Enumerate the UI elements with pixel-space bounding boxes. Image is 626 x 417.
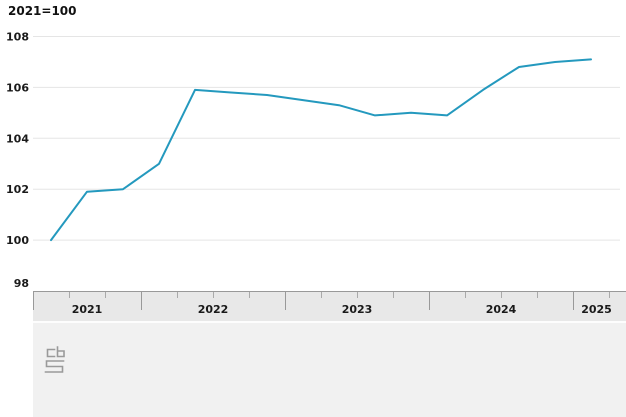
y-axis-labels: 98 100 102 104 106 108 <box>6 31 29 291</box>
x-axis-year-label: 2022 <box>198 303 229 316</box>
x-axis-band <box>33 292 626 321</box>
y-axis-tick-label: 108 <box>6 31 29 44</box>
band-separator <box>33 321 626 323</box>
cbs-logo-s <box>44 360 65 373</box>
y-axis-tick-label: 106 <box>6 81 29 94</box>
data-line <box>50 58 592 242</box>
y-axis-tick-label: 102 <box>6 183 29 196</box>
x-axis-year-label: 2024 <box>486 303 517 316</box>
x-axis-year-label: 2021 <box>72 303 103 316</box>
y-axis-tick-label: 104 <box>6 132 29 145</box>
x-axis-year-label: 2023 <box>342 303 373 316</box>
gridlines <box>33 36 620 241</box>
cbs-logo <box>44 346 65 373</box>
y-axis-tick-label: 98 <box>14 277 29 290</box>
cbs-logo-c <box>46 348 56 358</box>
unit-note: 2021=100 <box>8 4 77 18</box>
x-axis-year-label: 2025 <box>581 303 612 316</box>
x-axis-ticks <box>33 292 610 310</box>
x-axis-labels: 2021 2022 2023 2024 2025 <box>72 303 612 316</box>
cbs-logo-b <box>56 346 65 358</box>
y-axis-tick-label: 100 <box>6 234 29 247</box>
footer-band <box>33 323 626 417</box>
